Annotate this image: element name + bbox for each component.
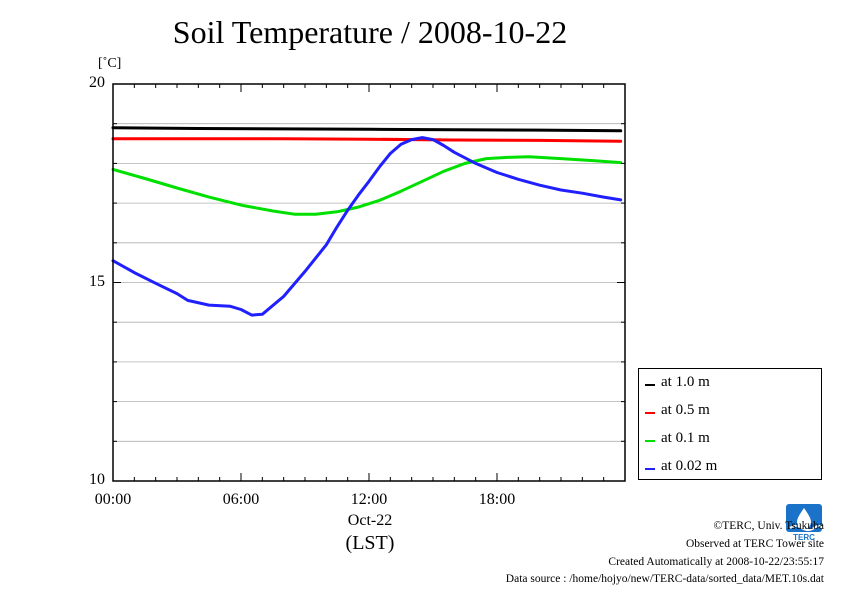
legend: at 1.0 m at 0.5 m at 0.1 m at 0.02 m (638, 368, 822, 480)
x-axis-date-label: Oct-22 (347, 512, 393, 529)
legend-item-0-1m: at 0.1 m (639, 428, 821, 448)
legend-item-0-02m: at 0.02 m (639, 456, 821, 476)
x-tick-label: 12:00 (350, 491, 388, 508)
terc-logo-icon: TERC (786, 504, 823, 542)
y-tick-label: 15 (89, 272, 105, 290)
legend-swatch-0-02m (645, 468, 655, 470)
x-tick-label: 18:00 (478, 491, 516, 508)
y-tick-label: 10 (89, 471, 105, 488)
legend-item-1m: at 1.0 m (639, 372, 821, 392)
legend-label-1m: at 1.0 m (661, 374, 710, 390)
legend-label-0-5m: at 0.5 m (661, 402, 710, 418)
footer-source: Data source : /home/hojyo/new/TERC-data/… (505, 573, 824, 585)
x-tick-label: 00:00 (94, 491, 132, 508)
logo-text: TERC (793, 533, 815, 542)
legend-swatch-0-1m (645, 440, 655, 442)
legend-item-0-5m: at 0.5 m (639, 400, 821, 420)
legend-label-0-1m: at 0.1 m (661, 430, 710, 446)
y-axis-unit-label: [˚C] (98, 56, 122, 71)
footer-copyright: ©TERC, Univ. Tsukuba (713, 520, 824, 532)
footer-site: Observed at TERC Tower site (685, 538, 824, 550)
series-line-2 (111, 155, 623, 216)
axis-ticks (112, 83, 626, 482)
chart-title: Soil Temperature / 2008-10-22 (172, 14, 568, 50)
series-line-1 (111, 137, 623, 143)
legend-label-0-02m: at 0.02 m (661, 458, 718, 474)
x-tick-label: 06:00 (222, 491, 260, 508)
series-lines (111, 126, 623, 317)
y-tick-label: 20 (89, 74, 105, 91)
footer-created: Created Automatically at 2008-10-22/23:5… (608, 556, 824, 568)
legend-swatch-0-5m (645, 412, 655, 414)
series-line-3 (111, 136, 623, 317)
series-line-0 (111, 126, 623, 133)
x-axis-timezone-label: (LST) (345, 532, 395, 554)
legend-swatch-1m (645, 384, 655, 386)
